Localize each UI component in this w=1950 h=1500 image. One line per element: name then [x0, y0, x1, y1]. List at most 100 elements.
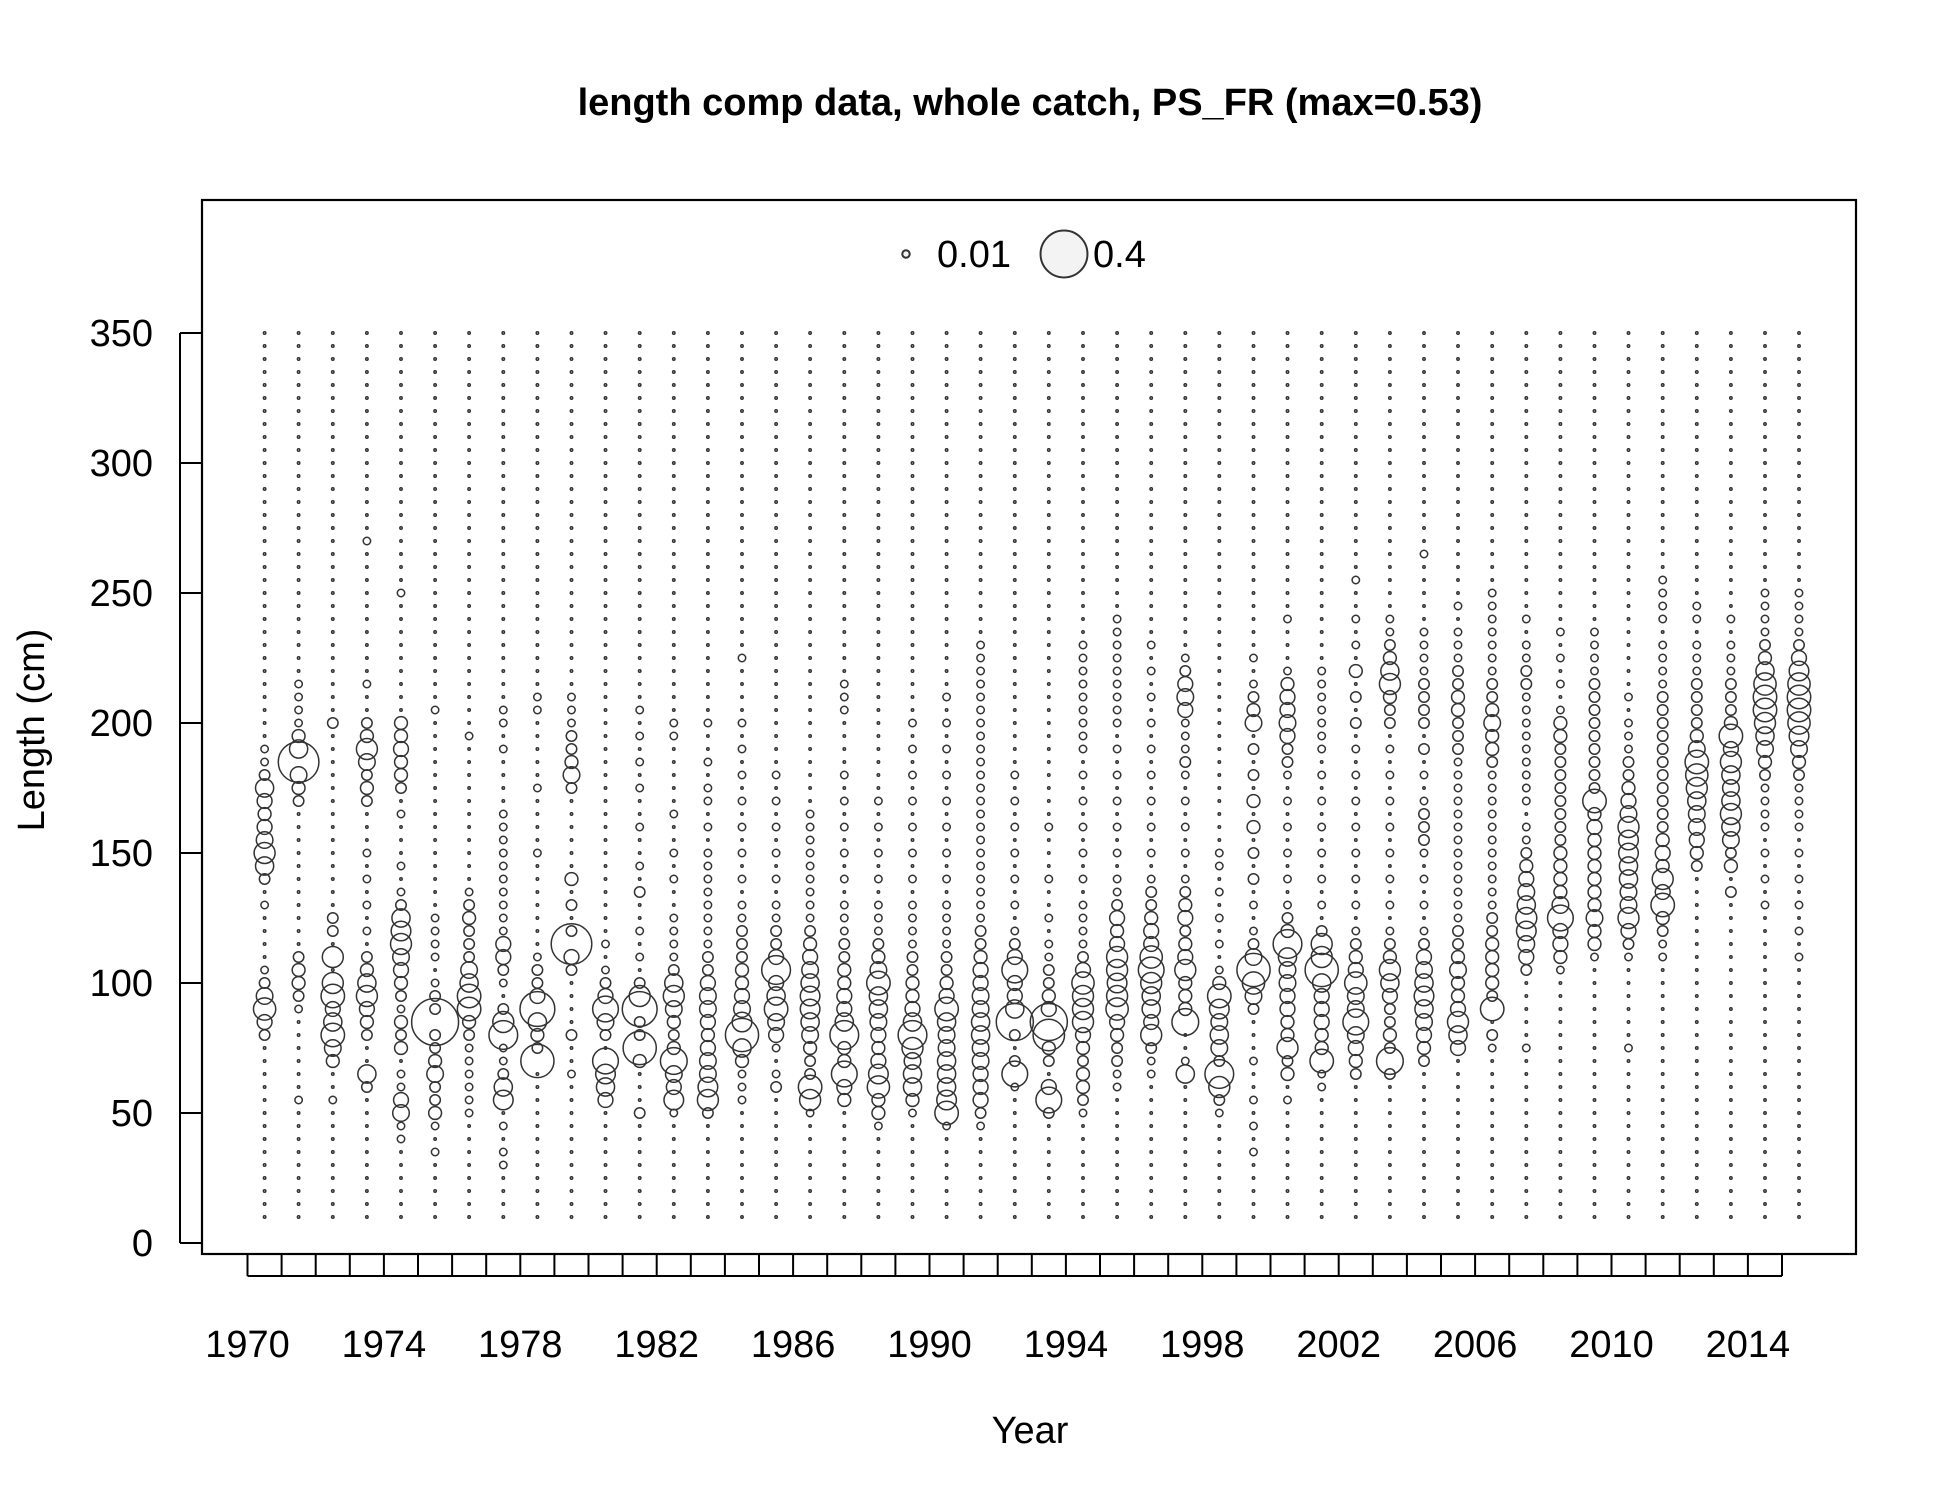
bubble — [467, 656, 472, 660]
bubble — [1115, 500, 1120, 504]
bubble — [808, 487, 813, 491]
bubble — [1149, 812, 1154, 816]
bubble — [1520, 847, 1533, 859]
bubble — [1249, 900, 1258, 910]
bubble — [433, 487, 438, 491]
bubble — [1452, 717, 1464, 729]
bubble — [1524, 526, 1529, 530]
bubble — [808, 1176, 813, 1180]
bubble — [1115, 1189, 1120, 1193]
bubble — [1046, 617, 1051, 621]
bubble — [876, 370, 881, 374]
bubble — [1524, 1150, 1529, 1154]
bubble — [1694, 981, 1699, 985]
bubble — [531, 964, 544, 976]
bubble — [1419, 653, 1429, 663]
bubble — [360, 717, 373, 729]
bubble — [1283, 874, 1292, 884]
bubble — [1626, 578, 1631, 582]
bubble — [740, 695, 744, 699]
bubble — [330, 1202, 335, 1206]
bubble — [262, 682, 267, 686]
bubble — [501, 383, 506, 387]
bubble — [392, 1091, 410, 1109]
bubble — [1686, 791, 1707, 811]
bubble — [774, 357, 779, 361]
bubble — [493, 1077, 514, 1097]
bubble — [1724, 704, 1737, 716]
bubble — [671, 357, 676, 361]
bubble — [1046, 500, 1051, 504]
bubble — [1012, 474, 1017, 478]
bubble — [433, 760, 438, 764]
bubble — [296, 1085, 301, 1089]
bubble — [262, 942, 267, 946]
bubble — [1626, 435, 1631, 439]
bubble — [662, 984, 686, 1008]
bubble — [1524, 383, 1529, 387]
bubble — [296, 1176, 301, 1180]
bubble — [705, 435, 710, 439]
bubble — [1046, 812, 1051, 816]
bubble — [1044, 913, 1054, 923]
bubble — [1592, 487, 1597, 491]
bubble — [1247, 873, 1260, 885]
bubble — [1690, 717, 1703, 729]
bubble — [1452, 665, 1464, 677]
bubble — [1217, 526, 1222, 530]
bubble — [262, 513, 267, 517]
bubble — [1012, 1111, 1017, 1115]
bubble — [1414, 960, 1434, 980]
bubble — [262, 695, 267, 699]
bubble — [1012, 786, 1017, 790]
bubble — [1448, 1025, 1468, 1045]
bubble — [842, 838, 847, 842]
bubble — [433, 383, 438, 387]
bubble — [1081, 461, 1085, 465]
bubble — [296, 838, 301, 842]
bubble — [740, 669, 744, 673]
bubble — [659, 1046, 688, 1076]
bubble — [535, 630, 540, 634]
bubble — [1217, 1150, 1222, 1154]
bubble — [908, 874, 917, 884]
bubble — [1422, 331, 1426, 335]
bubble — [876, 669, 881, 673]
bubble — [842, 370, 847, 374]
bubble — [637, 617, 642, 621]
bubble — [1763, 513, 1767, 517]
bubble — [700, 1027, 716, 1043]
bubble — [876, 1176, 881, 1180]
bubble — [1183, 1124, 1188, 1128]
bubble — [569, 630, 574, 634]
bubble — [330, 604, 335, 608]
bubble — [1763, 1163, 1767, 1167]
bubble — [839, 848, 849, 858]
bubble — [603, 708, 608, 712]
bubble — [1149, 487, 1154, 491]
bubble — [399, 708, 403, 712]
bubble — [944, 1163, 949, 1167]
bubble — [1387, 344, 1392, 348]
bubble — [1449, 1039, 1467, 1057]
bubble — [1285, 604, 1290, 608]
bubble — [393, 767, 409, 783]
bubble — [876, 383, 881, 387]
bubble — [1183, 864, 1188, 868]
bubble — [461, 1014, 477, 1030]
bubble — [364, 708, 369, 712]
bubble — [1111, 1042, 1124, 1054]
bubble — [705, 474, 710, 478]
bubble — [396, 1069, 406, 1079]
bubble — [1490, 1085, 1495, 1089]
bubble — [501, 409, 506, 413]
bubble — [637, 448, 642, 452]
bubble — [1280, 923, 1295, 939]
bubble — [498, 978, 508, 988]
bubble — [1456, 1098, 1460, 1102]
bubble — [1558, 669, 1563, 673]
bubble — [1217, 1176, 1222, 1180]
bubble — [1658, 939, 1668, 949]
bubble — [876, 604, 881, 608]
bubble — [1486, 678, 1499, 690]
